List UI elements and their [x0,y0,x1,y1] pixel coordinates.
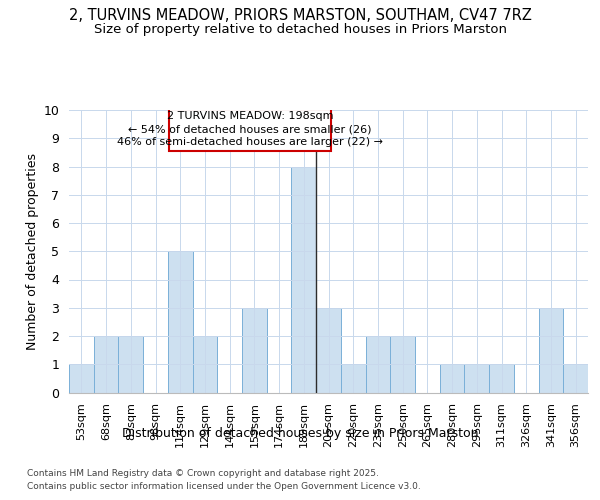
Bar [316,308,341,392]
Text: Contains public sector information licensed under the Open Government Licence v3: Contains public sector information licen… [27,482,421,491]
Bar [292,166,316,392]
Text: ← 54% of detached houses are smaller (26): ← 54% of detached houses are smaller (26… [128,124,372,134]
Bar [118,336,143,392]
Text: Distribution of detached houses by size in Priors Marston: Distribution of detached houses by size … [122,428,478,440]
Bar [464,364,489,392]
Text: 2, TURVINS MEADOW, PRIORS MARSTON, SOUTHAM, CV47 7RZ: 2, TURVINS MEADOW, PRIORS MARSTON, SOUTH… [68,8,532,22]
Y-axis label: Number of detached properties: Number of detached properties [26,153,39,350]
Text: 46% of semi-detached houses are larger (22) →: 46% of semi-detached houses are larger (… [117,138,383,147]
Bar [193,336,217,392]
Bar [563,364,588,392]
Bar [365,336,390,392]
Text: Contains HM Land Registry data © Crown copyright and database right 2025.: Contains HM Land Registry data © Crown c… [27,469,379,478]
Bar [341,364,365,392]
Bar [242,308,267,392]
Bar [440,364,464,392]
Bar [539,308,563,392]
FancyBboxPatch shape [169,108,331,151]
Bar [69,364,94,392]
Text: 2 TURVINS MEADOW: 198sqm: 2 TURVINS MEADOW: 198sqm [167,111,333,121]
Bar [94,336,118,392]
Bar [489,364,514,392]
Bar [390,336,415,392]
Text: Size of property relative to detached houses in Priors Marston: Size of property relative to detached ho… [94,22,506,36]
Bar [168,252,193,392]
